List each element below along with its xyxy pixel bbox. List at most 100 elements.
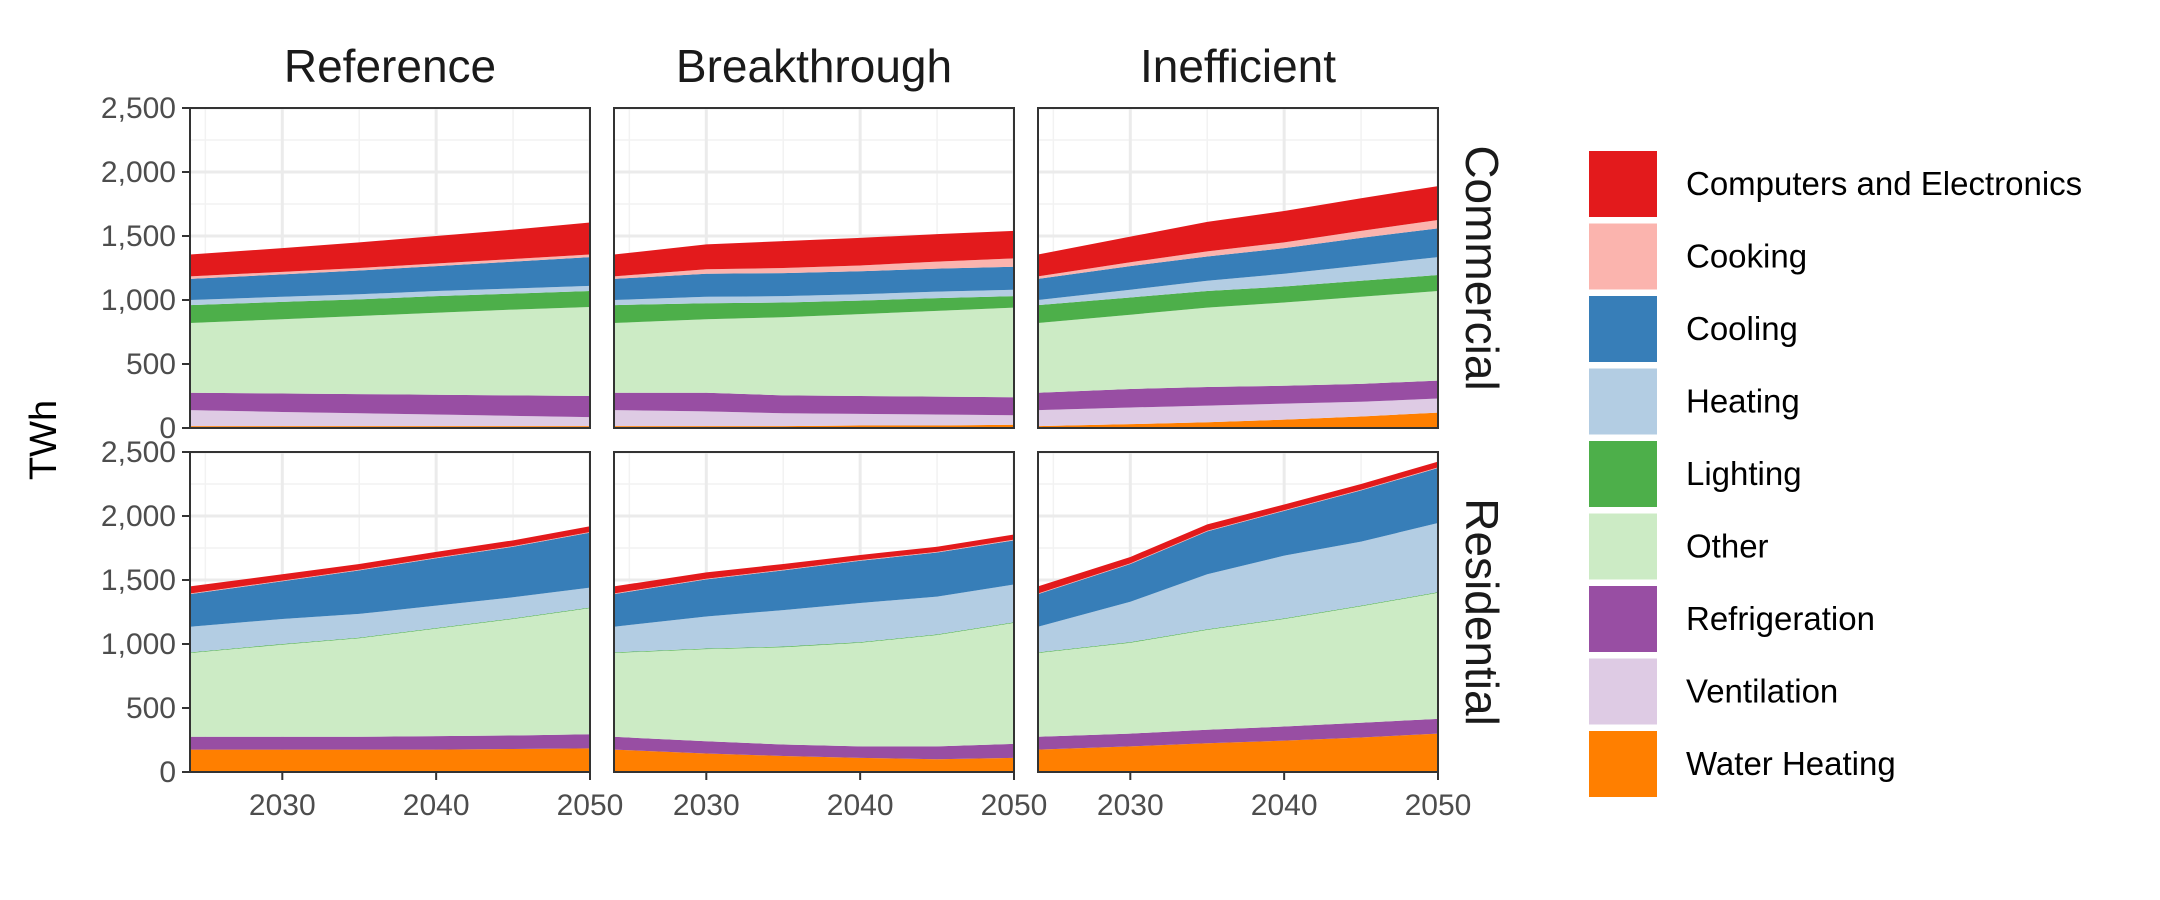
area-lighting (614, 296, 1014, 324)
panel-border (1037, 451, 1439, 773)
legend-swatch (1587, 511, 1659, 582)
area-cooling (1038, 468, 1438, 627)
x-tick-label: 2040 (403, 789, 470, 822)
area-cooling (614, 266, 1014, 300)
area-ventilation (1038, 398, 1438, 427)
y-tick-label: 2,000 (101, 500, 176, 533)
y-tick-label: 1,500 (101, 564, 176, 597)
y-tick-label: 0 (159, 412, 176, 445)
y-axis-title: TWh (23, 400, 65, 480)
area-heating (614, 289, 1014, 306)
area-computers-and-electronics (614, 230, 1014, 277)
area-stack (614, 230, 1014, 428)
x-tick-label: 2050 (1405, 789, 1472, 822)
legend-item-computers-and-electronics: Computers and Electronics (1587, 149, 2082, 219)
area-refrigeration (190, 392, 590, 418)
legend-swatch (1587, 656, 1659, 727)
area-other (1038, 592, 1438, 737)
legend-label: Cooling (1686, 310, 1798, 347)
area-refrigeration (190, 734, 590, 750)
panel-residential-inefficient (1037, 451, 1439, 773)
panel-commercial-reference (189, 107, 591, 429)
area-stack (614, 534, 1014, 772)
legend-item-refrigeration: Refrigeration (1587, 584, 1875, 654)
legend-item-lighting: Lighting (1587, 439, 1802, 509)
area-ventilation (614, 410, 1014, 427)
legend-item-cooling: Cooling (1587, 294, 1798, 364)
legend-item-water-heating: Water Heating (1587, 729, 1896, 799)
panel-residential-reference (189, 451, 591, 773)
area-refrigeration (1038, 380, 1438, 411)
area-ventilation (190, 410, 590, 427)
area-refrigeration (1038, 718, 1438, 750)
legend-label: Heating (1686, 383, 1800, 420)
panel-border (613, 451, 1015, 773)
area-heating (1038, 523, 1438, 653)
area-other (1038, 291, 1438, 393)
legend-item-heating: Heating (1587, 366, 1800, 437)
x-tick-label: 2050 (557, 789, 624, 822)
area-other (614, 307, 1014, 398)
legend-swatch (1587, 439, 1659, 509)
x-tick-label: 2030 (1097, 789, 1164, 822)
area-heating (190, 285, 590, 306)
area-water-heating (190, 748, 590, 772)
y-tick-label: 500 (126, 348, 176, 381)
area-computers-and-electronics (1038, 461, 1438, 594)
area-water-heating (614, 749, 1014, 772)
area-cooling (614, 540, 1014, 627)
row-strip-label: Commercial (1456, 145, 1508, 390)
y-tick-label: 1,000 (101, 628, 176, 661)
legend-swatch (1587, 729, 1659, 799)
y-axes: 05001,0001,5002,0002,50005001,0001,5002,… (101, 92, 190, 789)
legend-label: Other (1686, 528, 1769, 565)
area-stack (1038, 186, 1438, 428)
column-strip-label: Inefficient (1140, 40, 1336, 92)
legend-swatch (1587, 294, 1659, 364)
panel-residential-breakthrough (613, 451, 1015, 773)
area-cooling (1038, 228, 1438, 300)
y-tick-label: 2,000 (101, 156, 176, 189)
area-other (190, 307, 590, 396)
area-computers-and-electronics (614, 534, 1014, 594)
area-computers-and-electronics (1038, 186, 1438, 277)
area-other (190, 608, 590, 737)
row-strip-label: Residential (1456, 498, 1508, 726)
y-tick-label: 1,500 (101, 220, 176, 253)
area-heating (1038, 257, 1438, 306)
y-tick-label: 0 (159, 756, 176, 789)
legend-label: Refrigeration (1686, 600, 1875, 637)
x-tick-label: 2040 (827, 789, 894, 822)
legend-swatch (1587, 221, 1659, 292)
legend-item-ventilation: Ventilation (1587, 656, 1838, 727)
y-tick-label: 500 (126, 692, 176, 725)
area-heating (614, 584, 1014, 653)
x-axes: 2030 2040 2050 2030 2040 2050 2030 2040 2050 (249, 772, 1471, 822)
panel-border (1037, 107, 1439, 429)
area-water-heating (1038, 412, 1438, 428)
panel-border (189, 107, 591, 429)
panel-border (189, 451, 591, 773)
facet-strips: Reference Breakthrough Inefficient Commerci… (284, 40, 1508, 726)
legend-label: Water Heating (1686, 745, 1896, 782)
area-cooking (1038, 220, 1438, 279)
area-computers-and-electronics (190, 526, 590, 594)
legend: Computers and Electronics Cooking Cooling H… (1587, 149, 2082, 799)
x-tick-label: 2040 (1251, 789, 1318, 822)
y-tick-label: 2,500 (101, 92, 176, 125)
legend-item-cooking: Cooking (1587, 221, 1807, 292)
area-computers-and-electronics (190, 222, 590, 277)
legend-label: Cooking (1686, 238, 1807, 275)
panels (189, 107, 1439, 773)
area-refrigeration (614, 736, 1014, 760)
area-water-heating (1038, 733, 1438, 772)
legend-swatch (1587, 584, 1659, 654)
x-tick-label: 2030 (249, 789, 316, 822)
area-stack (1038, 461, 1438, 772)
area-heating (190, 587, 590, 653)
area-cooking (614, 258, 1014, 279)
area-other (614, 622, 1014, 747)
legend-swatch (1587, 366, 1659, 437)
x-tick-label: 2030 (673, 789, 740, 822)
